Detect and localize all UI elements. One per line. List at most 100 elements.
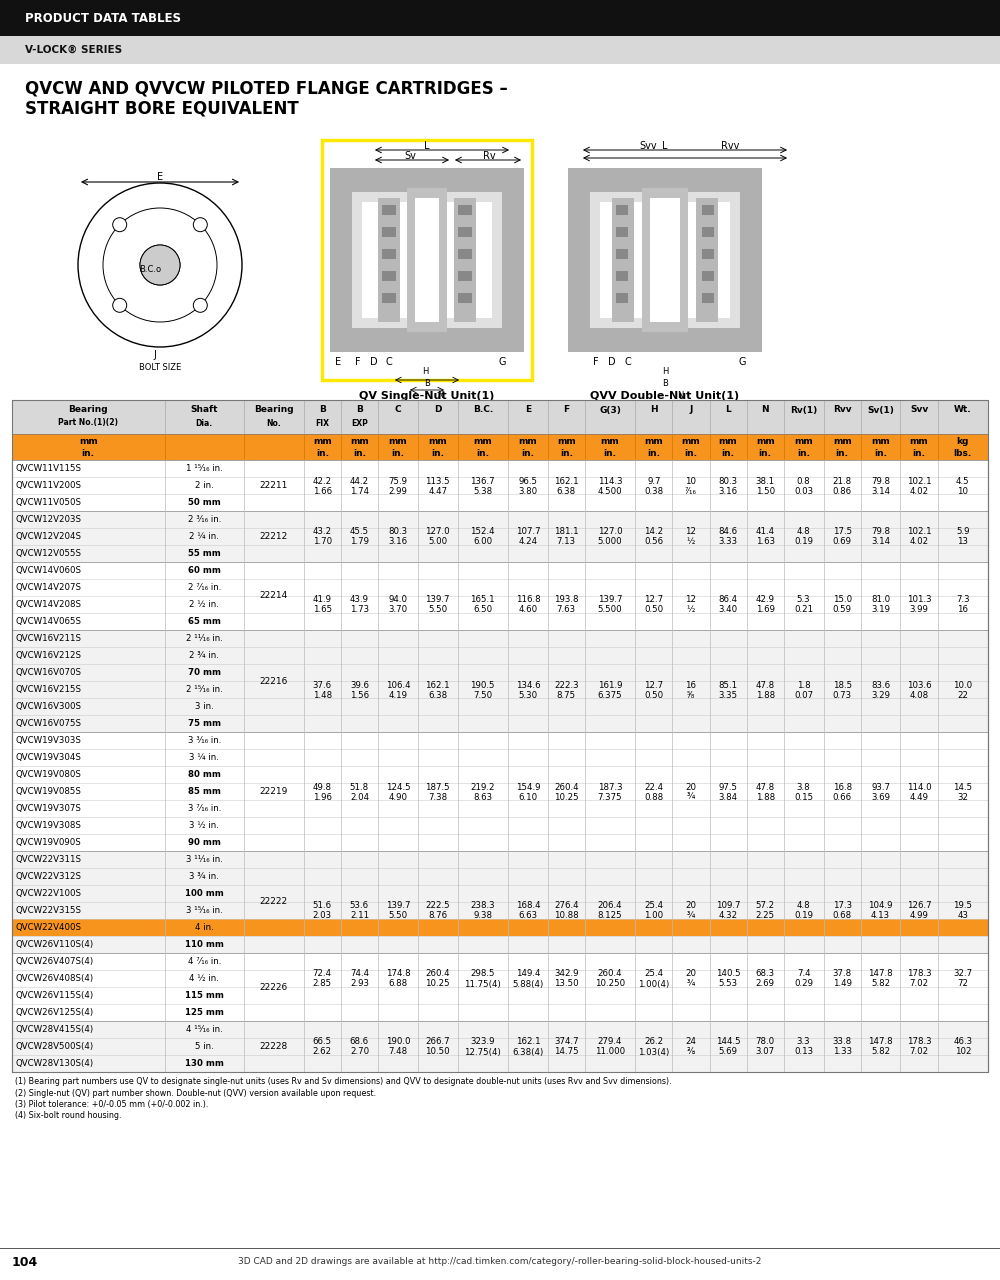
Bar xyxy=(330,168,352,352)
Text: QVCW16V212S: QVCW16V212S xyxy=(15,652,81,660)
Text: 3.8: 3.8 xyxy=(797,782,810,791)
Text: N: N xyxy=(761,406,769,415)
Text: 109.7: 109.7 xyxy=(716,901,740,910)
Text: QVCW26V110S(4): QVCW26V110S(4) xyxy=(15,940,93,948)
Text: 102: 102 xyxy=(955,1047,971,1056)
Text: 154.9: 154.9 xyxy=(516,782,540,791)
Text: 93.7: 93.7 xyxy=(871,782,890,791)
Text: 5.82: 5.82 xyxy=(871,1047,890,1056)
Text: 0.50: 0.50 xyxy=(644,690,663,699)
Circle shape xyxy=(193,298,207,312)
Text: (3) Pilot tolerance: +0/-0.05 mm (+0/-0.002 in.).: (3) Pilot tolerance: +0/-0.05 mm (+0/-0.… xyxy=(15,1100,208,1108)
Text: 0.13: 0.13 xyxy=(794,1047,813,1056)
Text: 0.8: 0.8 xyxy=(797,476,810,485)
Text: 3.69: 3.69 xyxy=(871,792,890,801)
Text: 2.11: 2.11 xyxy=(350,911,369,920)
Bar xyxy=(12,732,988,851)
Text: 193.8: 193.8 xyxy=(554,595,579,604)
Bar xyxy=(740,168,762,352)
Text: Shaft: Shaft xyxy=(191,406,218,415)
Text: 5.50: 5.50 xyxy=(388,911,407,920)
Text: 178.3: 178.3 xyxy=(907,969,931,978)
Text: in.: in. xyxy=(476,448,489,457)
Text: 46.3: 46.3 xyxy=(953,1038,972,1047)
Bar xyxy=(12,460,988,511)
Text: 0.21: 0.21 xyxy=(794,605,813,614)
Text: 114.0: 114.0 xyxy=(907,782,931,791)
Text: Sv(1): Sv(1) xyxy=(867,406,894,415)
Text: 323.9: 323.9 xyxy=(471,1038,495,1047)
Text: F: F xyxy=(355,357,361,367)
Text: 26.2: 26.2 xyxy=(644,1038,663,1047)
Text: 1.79: 1.79 xyxy=(350,538,369,547)
Text: mm: mm xyxy=(794,438,813,447)
Text: G: G xyxy=(498,357,506,367)
Text: QVCW16V300S: QVCW16V300S xyxy=(15,701,81,710)
Text: 14.2: 14.2 xyxy=(644,527,663,536)
Text: QVCW16V211S: QVCW16V211S xyxy=(15,634,81,643)
Text: 97.5: 97.5 xyxy=(719,782,738,791)
Text: 2.25: 2.25 xyxy=(756,911,775,920)
Text: 85.1: 85.1 xyxy=(719,681,738,690)
Text: 55 mm: 55 mm xyxy=(188,549,221,558)
Text: 5.82: 5.82 xyxy=(871,979,890,988)
Text: QVCW22V312S: QVCW22V312S xyxy=(15,872,81,881)
Text: 162.1: 162.1 xyxy=(554,476,579,485)
Bar xyxy=(616,227,628,237)
Text: 0.86: 0.86 xyxy=(833,486,852,495)
Text: 80 mm: 80 mm xyxy=(188,771,221,780)
Bar xyxy=(12,1021,988,1073)
Text: 3.99: 3.99 xyxy=(910,605,928,614)
Text: 4 ¹⁵⁄₁₆ in.: 4 ¹⁵⁄₁₆ in. xyxy=(186,1025,223,1034)
Text: 152.4: 152.4 xyxy=(470,527,495,536)
Text: 298.5: 298.5 xyxy=(471,969,495,978)
Text: 162.1: 162.1 xyxy=(425,681,450,690)
Text: 45.5: 45.5 xyxy=(350,527,369,536)
Text: 68.6: 68.6 xyxy=(350,1038,369,1047)
Bar xyxy=(702,293,714,303)
Text: mm: mm xyxy=(518,438,537,447)
Text: 38.1: 38.1 xyxy=(756,476,775,485)
Text: ½: ½ xyxy=(687,605,695,614)
Text: kg: kg xyxy=(957,438,969,447)
Text: Rvv: Rvv xyxy=(833,406,851,415)
Text: 5.000: 5.000 xyxy=(598,538,622,547)
Text: 116.8: 116.8 xyxy=(516,595,540,604)
Text: STRAIGHT BORE EQUIVALENT: STRAIGHT BORE EQUIVALENT xyxy=(25,99,299,116)
Text: 374.7: 374.7 xyxy=(554,1038,579,1047)
Text: 75 mm: 75 mm xyxy=(188,719,221,728)
Bar xyxy=(0,36,1000,64)
Text: 50 mm: 50 mm xyxy=(188,498,221,507)
Text: 7.50: 7.50 xyxy=(473,690,492,699)
Text: 5.3: 5.3 xyxy=(797,595,810,604)
Text: 17.5: 17.5 xyxy=(833,527,852,536)
Text: B.C.: B.C. xyxy=(473,406,493,415)
Text: 1.63: 1.63 xyxy=(756,538,775,547)
Text: ⁷⁄₁₆: ⁷⁄₁₆ xyxy=(685,486,697,495)
Bar xyxy=(12,434,988,460)
Text: PRODUCT DATA TABLES: PRODUCT DATA TABLES xyxy=(25,12,181,24)
Bar xyxy=(568,168,590,352)
Text: in.: in. xyxy=(82,448,95,457)
Text: H: H xyxy=(662,367,668,376)
Text: in.: in. xyxy=(684,448,697,457)
Text: J: J xyxy=(154,349,156,360)
Text: 16: 16 xyxy=(685,681,696,690)
Text: 25.4: 25.4 xyxy=(644,969,663,978)
Text: 136.7: 136.7 xyxy=(470,476,495,485)
Text: 4.49: 4.49 xyxy=(910,792,929,801)
Text: 68.3: 68.3 xyxy=(756,969,775,978)
Text: 5.9: 5.9 xyxy=(956,527,970,536)
Text: 3.16: 3.16 xyxy=(719,486,738,495)
Text: 168.4: 168.4 xyxy=(516,901,540,910)
Text: 74.4: 74.4 xyxy=(350,969,369,978)
Text: 181.1: 181.1 xyxy=(554,527,579,536)
Text: 0.07: 0.07 xyxy=(794,690,813,699)
Text: mm: mm xyxy=(756,438,775,447)
Text: 4.90: 4.90 xyxy=(388,792,407,801)
Bar xyxy=(590,192,740,328)
Text: 7.375: 7.375 xyxy=(598,792,622,801)
Text: 3 ¼ in.: 3 ¼ in. xyxy=(189,753,219,762)
Bar xyxy=(458,271,472,282)
Text: 1.70: 1.70 xyxy=(313,538,332,547)
